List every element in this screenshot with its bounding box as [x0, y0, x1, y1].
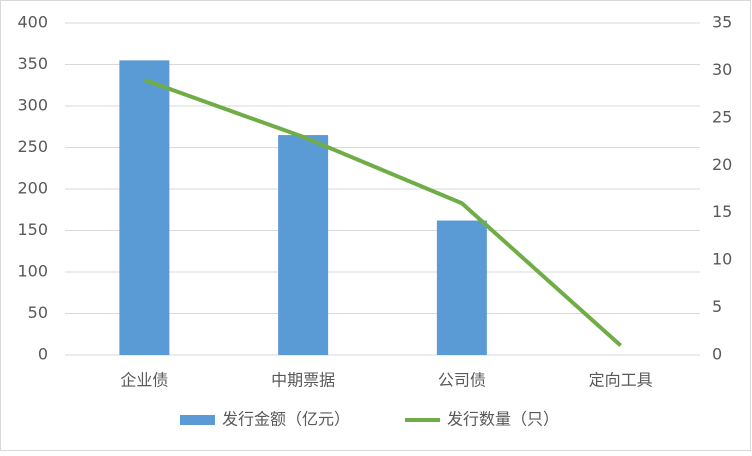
y-tick-label: 400	[17, 13, 48, 32]
y2-tick-label: 35	[712, 13, 732, 32]
bar	[436, 220, 487, 355]
y2-tick-label: 30	[712, 60, 732, 79]
legend-label: 发行数量（只）	[447, 410, 559, 429]
y2-tick-label: 0	[712, 345, 722, 364]
y-tick-label: 50	[28, 303, 48, 322]
y2-tick-label: 20	[712, 155, 732, 174]
bar	[119, 60, 170, 355]
bar	[278, 135, 329, 355]
x-tick-label: 公司债	[438, 371, 486, 390]
y-tick-label: 300	[17, 96, 48, 115]
y-tick-label: 150	[17, 220, 48, 239]
x-tick-label: 定向工具	[589, 371, 653, 390]
x-tick-label: 中期票据	[271, 371, 335, 390]
y-tick-label: 100	[17, 262, 48, 281]
legend-swatch	[180, 415, 215, 425]
y-tick-label: 350	[17, 54, 48, 73]
line	[143, 78, 622, 348]
y2-tick-label: 25	[712, 107, 732, 126]
y-tick-label: 200	[17, 179, 48, 198]
y-tick-label: 0	[38, 345, 48, 364]
y2-tick-label: 15	[712, 202, 732, 221]
legend-label: 发行金额（亿元）	[222, 410, 350, 429]
y2-tick-label: 5	[712, 297, 722, 316]
x-tick-label: 企业债	[120, 371, 168, 390]
y2-tick-label: 10	[712, 250, 732, 269]
y-tick-label: 250	[17, 137, 48, 156]
